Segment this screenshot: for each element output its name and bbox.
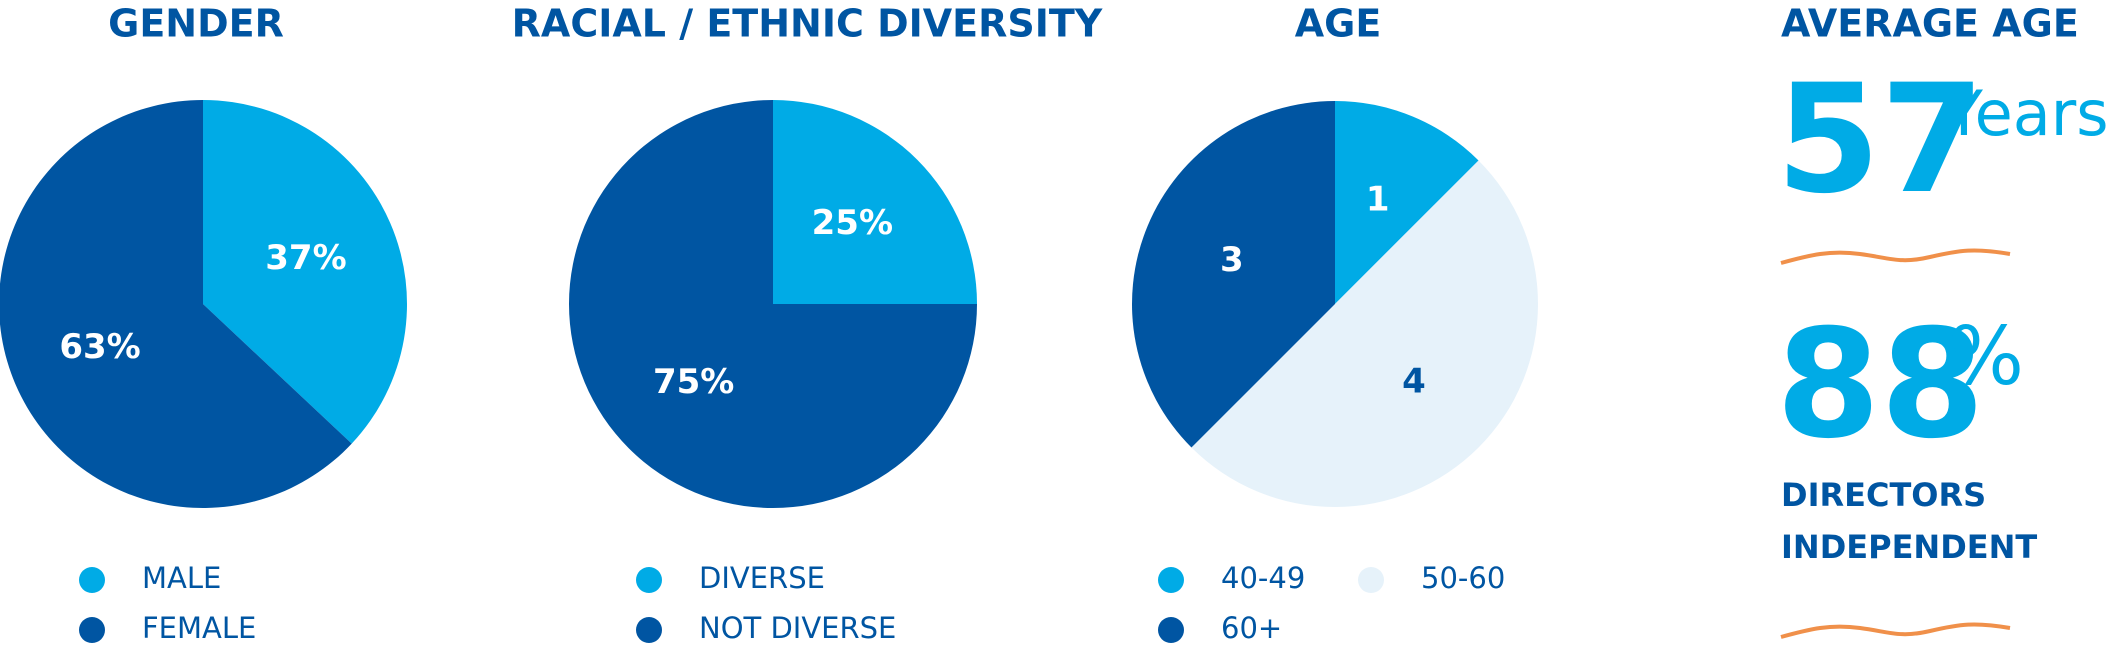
pie-slice [0, 100, 352, 508]
pie-slice [1335, 101, 1479, 304]
legend-marker [1358, 567, 1384, 593]
independent-label: INDEPENDENT [1781, 528, 2037, 566]
pie-slice [203, 100, 408, 444]
legend-label: 40-49 [1221, 561, 1305, 595]
legend-label: 50-60 [1421, 561, 1505, 595]
wave-divider [1780, 622, 2011, 639]
legend-marker [636, 617, 662, 643]
chart-title: AGE [1295, 2, 1382, 46]
pie-slice [773, 100, 977, 304]
slice-label: 3 [1220, 240, 1244, 280]
legend-marker [79, 567, 105, 593]
legend-label: 60+ [1221, 611, 1282, 645]
slice-label: 4 [1402, 361, 1426, 401]
pie-slice [1191, 160, 1538, 507]
slice-label: 1 [1366, 179, 1390, 219]
independent-value: 88 [1776, 298, 1985, 472]
slice-label: 37% [265, 238, 346, 278]
pie-slice [569, 100, 977, 508]
chart-title: GENDER [108, 2, 284, 46]
legend-marker [79, 617, 105, 643]
legend-marker [636, 567, 662, 593]
legend-label: FEMALE [142, 611, 256, 645]
average-age-value: 57 [1776, 53, 1985, 227]
independent-label: DIRECTORS [1781, 476, 1986, 514]
independent-unit: % [1948, 310, 2024, 403]
slice-label: 63% [59, 327, 140, 367]
slice-label: 75% [653, 362, 734, 402]
legend-label: DIVERSE [699, 561, 825, 595]
average-age-unit: Years [1944, 77, 2109, 150]
legend-marker [1158, 567, 1184, 593]
legend-label: MALE [142, 561, 221, 595]
legend-marker [1158, 617, 1184, 643]
slice-label: 25% [812, 203, 893, 243]
stats-title: AVERAGE AGE [1781, 2, 2079, 46]
wave-divider [1780, 248, 2011, 265]
chart-title: RACIAL / ETHNIC DIVERSITY [512, 2, 1103, 46]
pie-slice [1131, 100, 1335, 448]
legend-label: NOT DIVERSE [699, 611, 896, 645]
